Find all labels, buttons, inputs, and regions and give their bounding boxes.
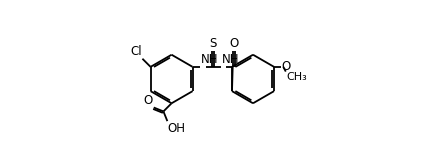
Text: NH: NH: [201, 53, 219, 66]
Text: OH: OH: [168, 122, 186, 135]
Text: Cl: Cl: [130, 45, 141, 58]
Text: O: O: [281, 60, 291, 73]
Text: O: O: [229, 37, 238, 50]
Text: O: O: [144, 94, 153, 107]
Text: NH: NH: [222, 53, 240, 66]
Text: S: S: [209, 37, 217, 50]
Text: CH₃: CH₃: [286, 72, 307, 82]
